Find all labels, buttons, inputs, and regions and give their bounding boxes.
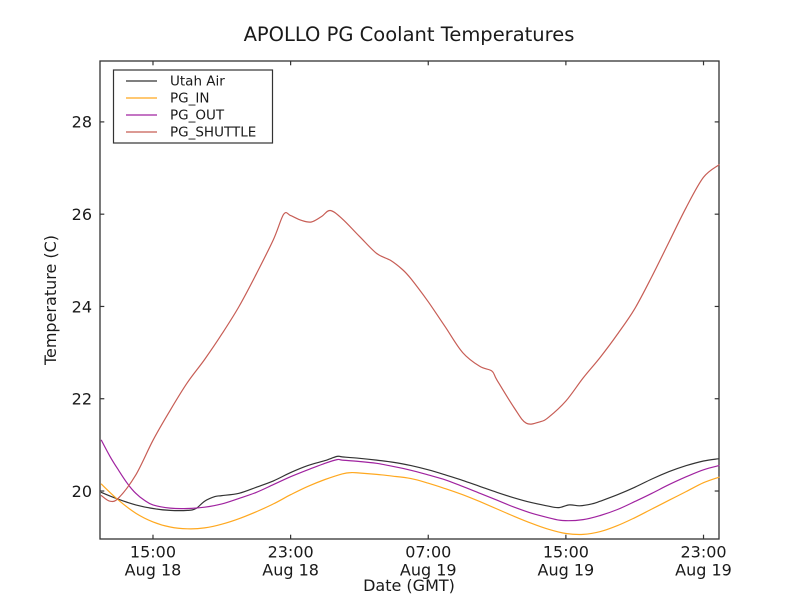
x-tick-label-time: 23:00: [268, 543, 314, 562]
x-tick-label-time: 23:00: [680, 543, 726, 562]
y-tick-label: 24: [72, 297, 92, 316]
legend-box: [112, 69, 274, 144]
legend-label-pg-shuttle: PG_SHUTTLE: [170, 125, 256, 141]
x-tick-label-time: 15:00: [543, 543, 589, 562]
x-axis-label: Date (GMT): [363, 576, 455, 595]
series-lines: [100, 164, 720, 536]
x-tick-label-date: Aug 19: [400, 561, 457, 580]
y-tick-label: 28: [72, 113, 92, 132]
legend-label-pg-out: PG_OUT: [170, 108, 225, 124]
series-line-pg-out: [100, 439, 720, 522]
legend-label-pg-in: PG_IN: [170, 91, 209, 107]
x-tick-label-date: Aug 18: [262, 561, 319, 580]
y-tick-label: 20: [72, 482, 92, 501]
legend: Utah Air PG_IN PG_OUT PG_SHUTTLE: [112, 69, 274, 144]
x-tick-label-date: Aug 19: [538, 561, 595, 580]
y-axis-label: Temperature (C): [41, 235, 60, 366]
x-tick-label-time: 15:00: [130, 543, 176, 562]
legend-label-utah-air: Utah Air: [170, 74, 225, 90]
chart-title: APOLLO PG Coolant Temperatures: [244, 23, 575, 46]
series-line-utah-air: [100, 455, 720, 512]
y-tick-label: 22: [72, 390, 92, 409]
x-tick-label-time: 07:00: [405, 543, 451, 562]
y-tick-label: 26: [72, 205, 92, 224]
x-tick-label-date: Aug 18: [125, 561, 182, 580]
series-line-pg-in: [100, 471, 720, 536]
series-line-pg-shuttle: [100, 164, 720, 503]
x-tick-label-date: Aug 19: [675, 561, 732, 580]
